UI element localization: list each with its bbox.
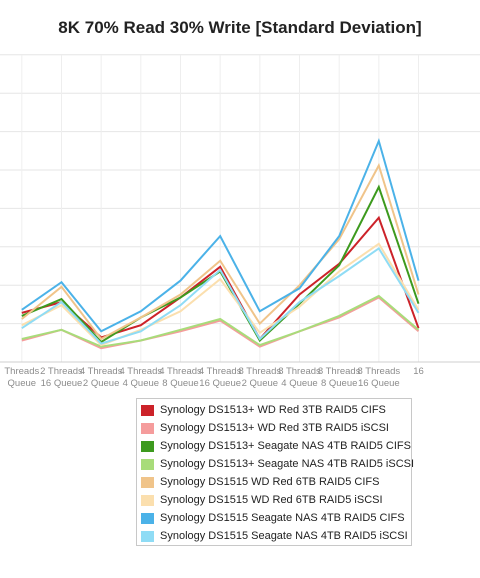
legend-item-6: Synology DS1515 WD Red 6TB RAID5 iSCSI — [141, 491, 411, 509]
x-tick-label: 2 Queue — [83, 378, 119, 389]
legend-item-7: Synology DS1515 Seagate NAS 4TB RAID5 CI… — [141, 509, 411, 527]
x-tick-label: 8 Queue — [321, 378, 357, 389]
x-tick-label: 8 Threads — [318, 366, 361, 377]
series-line-8 — [21, 246, 420, 345]
x-tick-label: 8 Threads — [358, 366, 401, 377]
chart-legend: Synology DS1513+ WD Red 3TB RAID5 CIFS Sy… — [136, 398, 415, 546]
x-tick-label: 4 Threads — [159, 366, 202, 377]
legend-swatch — [141, 530, 154, 542]
series-line-7 — [21, 137, 420, 333]
x-tick-label: Queue — [8, 378, 37, 389]
x-tick-label: 16 Queue — [358, 378, 400, 389]
legend-swatch — [141, 440, 154, 452]
legend-item-2: Synology DS1513+ WD Red 3TB RAID5 iSCSI — [141, 419, 411, 437]
series-line-6 — [21, 242, 420, 347]
series-lines — [21, 137, 420, 350]
legend-swatch — [141, 458, 154, 470]
x-tick-label: 2 Threads — [40, 366, 83, 377]
x-tick-label: 8 Queue — [162, 378, 198, 389]
legend-label: Synology DS1513+ Seagate NAS 4TB RAID5 C… — [160, 440, 411, 452]
series-line-5 — [21, 162, 420, 341]
legend-item-3: Synology DS1513+ Seagate NAS 4TB RAID5 C… — [141, 437, 411, 455]
legend-item-1: Synology DS1513+ WD Red 3TB RAID5 CIFS — [141, 401, 411, 419]
series-line-4 — [21, 294, 420, 348]
x-tick-label: 4 Threads — [120, 366, 163, 377]
legend-label: Synology DS1513+ WD Red 3TB RAID5 CIFS — [160, 404, 386, 416]
chart-title: 8K 70% Read 30% Write [Standard Deviatio… — [58, 18, 422, 37]
legend-swatch — [141, 512, 154, 524]
x-tick-label: 16 Queue — [41, 378, 83, 389]
horizontal-grid — [0, 54, 480, 325]
x-tick-label: Threads — [4, 366, 39, 377]
legend-item-5: Synology DS1515 WD Red 6TB RAID5 CIFS — [141, 473, 411, 491]
x-tick-label: 2 Queue — [242, 378, 278, 389]
legend-label: Synology DS1515 WD Red 6TB RAID5 iSCSI — [160, 494, 383, 506]
x-tick-label: 4 Queue — [281, 378, 317, 389]
legend-label: Synology DS1515 WD Red 6TB RAID5 CIFS — [160, 476, 380, 488]
x-tick-label: 4 Threads — [80, 366, 123, 377]
legend-swatch — [141, 404, 154, 416]
legend-swatch — [141, 494, 154, 506]
x-tick-label: 4 Queue — [123, 378, 159, 389]
x-tick-label: 4 Threads — [199, 366, 242, 377]
series-line-1 — [21, 215, 420, 341]
legend-label: Synology DS1513+ WD Red 3TB RAID5 iSCSI — [160, 422, 389, 434]
legend-item-4: Synology DS1513+ Seagate NAS 4TB RAID5 i… — [141, 455, 415, 473]
legend-swatch — [141, 476, 154, 488]
x-tick-label: 16 Queue — [199, 378, 241, 389]
legend-item-8: Synology DS1515 Seagate NAS 4TB RAID5 iS… — [141, 527, 411, 545]
x-tick-label: 8 Threads — [239, 366, 282, 377]
legend-label: Synology DS1513+ Seagate NAS 4TB RAID5 i… — [160, 458, 415, 470]
legend-swatch — [141, 422, 154, 434]
x-tick-label: 16 — [413, 366, 424, 377]
legend-label: Synology DS1515 Seagate NAS 4TB RAID5 CI… — [160, 512, 405, 524]
legend-label: Synology DS1515 Seagate NAS 4TB RAID5 iS… — [160, 530, 408, 542]
x-tick-label: 8 Threads — [278, 366, 321, 377]
